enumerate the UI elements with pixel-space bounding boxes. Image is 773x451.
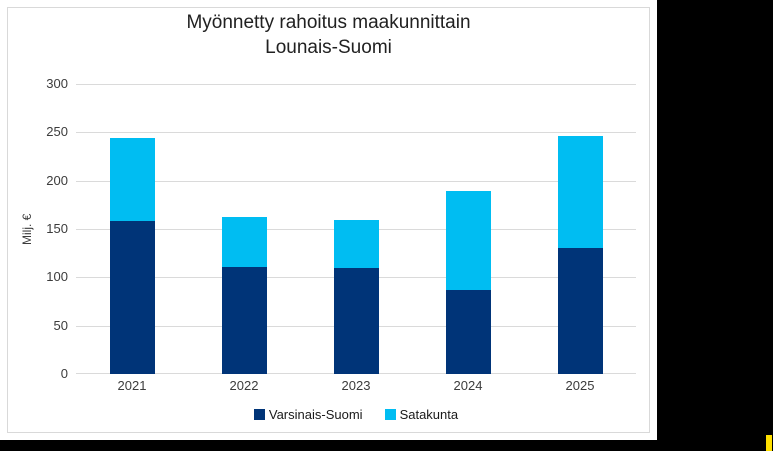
chart-title-line2: Lounais-Suomi — [265, 37, 392, 58]
chart-object[interactable]: Myönnetty rahoitus maakunnittain Lounais… — [7, 7, 650, 433]
legend: Varsinais-Suomi Satakunta — [76, 407, 636, 422]
legend-item-satakunta: Satakunta — [384, 407, 459, 422]
x-axis-tick-label: 2021 — [117, 378, 147, 393]
y-axis-tick-label: 150 — [46, 221, 68, 236]
chart-title: Myönnetty rahoitus maakunnittain Lounais… — [8, 10, 649, 60]
x-axis-tick-label: 2023 — [341, 378, 371, 393]
legend-item-varsinais-suomi: Varsinais-Suomi — [253, 407, 363, 422]
bar-segment-2021-varsinais-suomi — [110, 221, 155, 374]
y-axis-tick-label: 50 — [53, 318, 68, 333]
x-axis-tick-label: 2024 — [453, 378, 483, 393]
y-axis-tick-label: 300 — [46, 76, 68, 91]
y-axis-tick-label: 250 — [46, 124, 68, 139]
gridline — [76, 132, 636, 133]
x-axis-tick-label: 2025 — [565, 378, 595, 393]
y-axis-tick-label: 100 — [46, 269, 68, 284]
x-axis-tick-label: 2022 — [229, 378, 259, 393]
bar-segment-2023-varsinais-suomi — [334, 268, 379, 374]
legend-label: Satakunta — [399, 407, 459, 422]
document-page: Myönnetty rahoitus maakunnittain Lounais… — [0, 0, 657, 440]
bar-segment-2021-satakunta — [110, 138, 155, 221]
bar-segment-2025-varsinais-suomi — [558, 248, 603, 374]
bar-segment-2024-varsinais-suomi — [446, 290, 491, 374]
y-axis-tick-label: 200 — [46, 173, 68, 188]
bar-segment-2023-satakunta — [334, 220, 379, 268]
plot-area: 0 50 100 150 200 250 300 2021 2022 2023 2024 2025 — [46, 77, 636, 393]
gridline — [76, 181, 636, 182]
legend-swatch-icon — [253, 409, 265, 420]
bar-segment-2024-satakunta — [446, 191, 491, 290]
bar-segment-2025-satakunta — [558, 136, 603, 248]
yellow-indicator — [766, 435, 772, 451]
y-axis-tick-label: 0 — [60, 366, 68, 381]
bar-segment-2022-varsinais-suomi — [222, 267, 267, 374]
legend-swatch-icon — [384, 409, 396, 420]
gridline — [76, 84, 636, 85]
bar-segment-2022-satakunta — [222, 217, 267, 267]
chart-title-line1: Myönnetty rahoitus maakunnittain — [186, 12, 471, 33]
legend-label: Varsinais-Suomi — [268, 407, 363, 422]
